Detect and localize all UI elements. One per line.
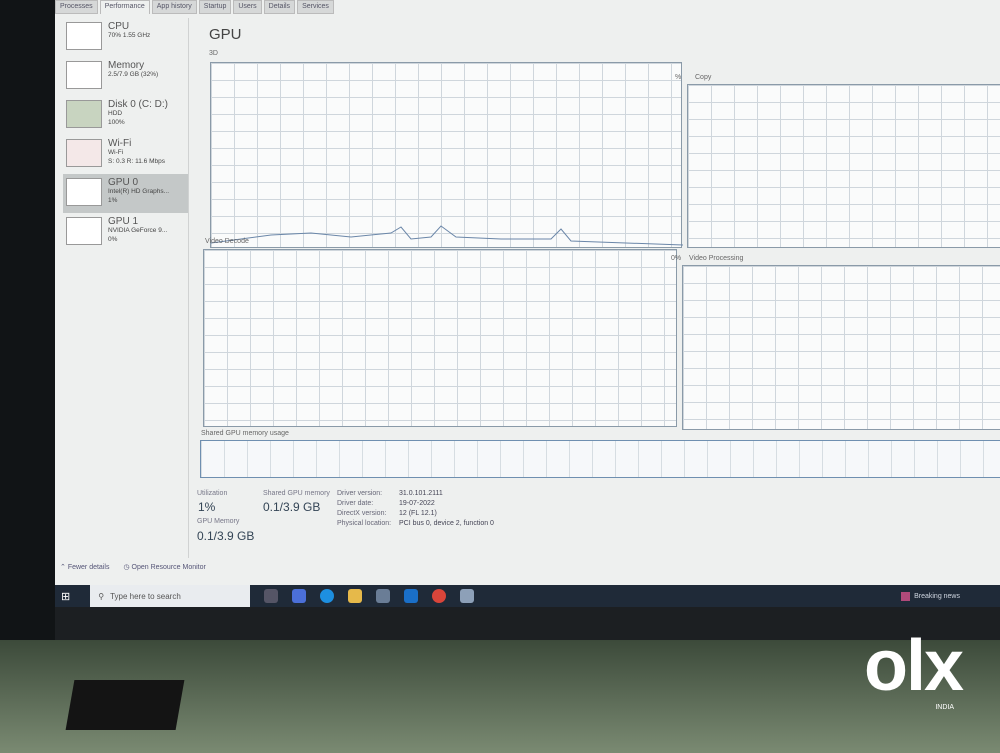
sidebar-item-gpu-0[interactable]: GPU 0 Intel(R) HD Graphs... 1%: [63, 174, 188, 213]
sidebar-item-sub: S: 0.3 R: 11.6 Mbps: [108, 158, 165, 165]
sidebar-thumbnail: [66, 217, 102, 245]
sidebar-thumbnail: [66, 22, 102, 50]
graph-video-processing-label: Video Processing: [689, 255, 744, 262]
outlook-icon[interactable]: [404, 589, 419, 603]
tab-details[interactable]: Details: [263, 0, 296, 14]
gpu-memory-value: 0.1/3.9 GB: [197, 529, 255, 543]
search-placeholder: Type here to search: [110, 591, 181, 601]
laptop-bezel: [0, 0, 55, 640]
sidebar-item-title: CPU: [108, 21, 130, 32]
tab-app-history[interactable]: App history: [151, 0, 197, 14]
utilization-label: Utilization: [197, 490, 228, 497]
sidebar-item-sub: Wi-Fi: [108, 149, 124, 156]
shared-memory-value: 0.1/3.9 GB: [263, 500, 321, 514]
shared-memory-graph: [200, 440, 1000, 478]
detail-value: 19-07-2022: [399, 500, 435, 507]
gpu-details: Driver version: 31.0.101.2111 Driver date:…: [337, 490, 494, 527]
detail-key: Driver date:: [337, 500, 374, 507]
taskbar: ⊞ ⚲ Type here to search Breaking news: [55, 585, 1000, 607]
utilization-value: 1%: [198, 500, 216, 514]
olx-watermark-sub: INDIA: [935, 704, 954, 711]
tab-processes[interactable]: Processes: [55, 0, 98, 14]
detail-value: 12 (FL 12.1): [399, 510, 437, 517]
graph-3d-label: 3D: [209, 50, 218, 57]
graph-3d-line: [210, 225, 684, 246]
graph-video-decode: [203, 249, 677, 427]
footer: ⌃ Fewer details ◷ Open Resource Monitor: [60, 563, 206, 571]
sidebar-thumbnail: [66, 61, 102, 89]
sidebar-item-sub: 1%: [108, 197, 118, 204]
sidebar-thumbnail: [66, 139, 102, 167]
sidebar-thumbnail: [66, 178, 102, 206]
tab-services[interactable]: Services: [297, 0, 334, 14]
edge-icon[interactable]: [320, 589, 335, 603]
laptop-hinge: [65, 680, 185, 730]
chrome-icon[interactable]: [432, 589, 447, 603]
page-title: GPU: [209, 26, 242, 43]
sidebar-item-sub: Intel(R) HD Graphs...: [108, 188, 170, 195]
fewer-details-link[interactable]: ⌃ Fewer details: [60, 564, 110, 571]
detail-value: 31.0.101.2111: [399, 490, 443, 497]
resource-monitor-label: Open Resource Monitor: [131, 564, 206, 571]
sidebar-item-sub: NVIDIA GeForce 9...: [108, 227, 168, 234]
detail-key: Driver version:: [337, 490, 383, 497]
news-widget[interactable]: Breaking news: [901, 591, 960, 601]
shared-memory-stat-label: Shared GPU memory: [263, 490, 330, 497]
task-manager-icon[interactable]: [460, 589, 475, 603]
sidebar: CPU 70% 1.55 GHz Memory 2.5/7.9 GB (32%)…: [63, 18, 189, 558]
detail-value: PCI bus 0, device 2, function 0: [399, 520, 494, 527]
olx-watermark: olx: [863, 626, 964, 706]
graph-copy: [687, 84, 1000, 248]
store-icon[interactable]: [376, 589, 391, 603]
tab-performance[interactable]: Performance: [99, 0, 150, 14]
sidebar-item-gpu-1[interactable]: GPU 1 NVIDIA GeForce 9... 0%: [63, 213, 188, 252]
graph-copy-label: Copy: [695, 74, 712, 81]
detail-key: Physical location:: [337, 520, 392, 527]
sidebar-thumbnail: [66, 100, 102, 128]
sidebar-item-cpu[interactable]: CPU 70% 1.55 GHz: [63, 18, 188, 57]
sidebar-item-sub: 2.5/7.9 GB (32%): [108, 71, 159, 78]
sidebar-item-disk-0-c-d[interactable]: Disk 0 (C: D:) HDD 100%: [63, 96, 188, 135]
sidebar-item-sub: 100%: [108, 119, 125, 126]
sidebar-item-title: GPU 1: [108, 216, 139, 227]
tab-users[interactable]: Users: [233, 0, 262, 14]
sidebar-item-title: Wi-Fi: [108, 138, 132, 149]
tab-bar: Processes Performance App history Startu…: [55, 0, 334, 14]
tab-startup[interactable]: Startup: [198, 0, 232, 14]
shared-memory-label: Shared GPU memory usage: [201, 430, 289, 437]
sidebar-item-title: Disk 0 (C: D:): [108, 99, 168, 110]
copilot-icon[interactable]: [292, 589, 307, 603]
sidebar-item-wi-fi[interactable]: Wi-Fi Wi-Fi S: 0.3 R: 11.6 Mbps: [63, 135, 188, 174]
windows-start-icon[interactable]: ⊞: [61, 590, 71, 603]
sidebar-item-sub: HDD: [108, 110, 123, 117]
sidebar-item-sub: 0%: [108, 236, 118, 243]
task-view-icon[interactable]: [264, 589, 279, 603]
gpu-memory-label: GPU Memory: [197, 518, 240, 525]
graph-vp-pct: 0%: [671, 255, 682, 262]
sidebar-item-title: GPU 0: [108, 177, 139, 188]
graph-3d: [210, 62, 684, 248]
news-label: Breaking news: [914, 592, 960, 600]
file-explorer-icon[interactable]: [348, 589, 363, 603]
taskbar-search[interactable]: ⚲ Type here to search: [90, 585, 251, 607]
graph-video-processing: [682, 265, 1000, 430]
graph-copy-pct: %: [675, 74, 682, 81]
detail-key: DirectX version:: [337, 510, 387, 517]
search-icon: ⚲: [98, 591, 105, 601]
fewer-details-label: Fewer details: [67, 564, 110, 571]
open-resource-monitor-link[interactable]: ◷ Open Resource Monitor: [123, 564, 206, 571]
news-icon: [901, 591, 911, 601]
sidebar-item-sub: 70% 1.55 GHz: [108, 32, 151, 39]
task-manager-window: Processes Performance App history Startu…: [55, 0, 1000, 607]
sidebar-item-title: Memory: [108, 60, 145, 71]
sidebar-item-memory[interactable]: Memory 2.5/7.9 GB (32%): [63, 57, 188, 96]
graph-video-decode-label: Video Decode: [205, 238, 249, 245]
